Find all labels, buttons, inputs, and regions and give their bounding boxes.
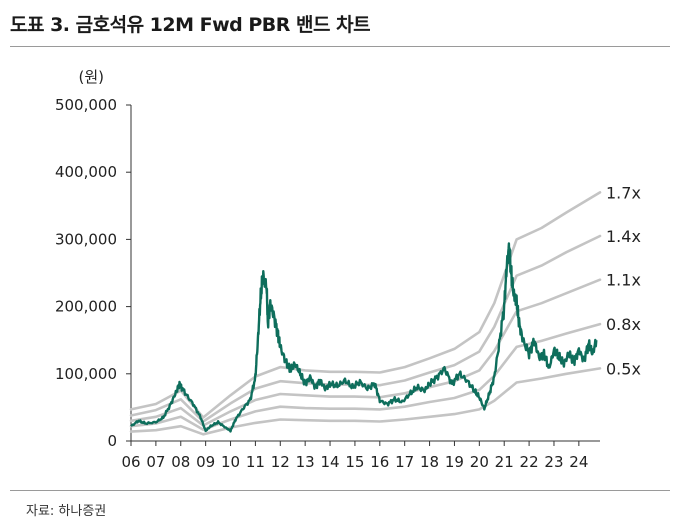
bottom-divider [10, 490, 670, 491]
x-tick-label: 22 [520, 453, 539, 471]
chart-labels: 1.7x 1.4x 1.1x 0.8x 0.5x [606, 183, 641, 378]
y-axis-unit: (원) [78, 68, 104, 86]
pbr-band-chart: 0 100,000 200,000 300,000 400,000 500,000 (원) 0… [55, 68, 641, 471]
band-label: 1.1x [606, 271, 641, 290]
x-tick-label: 12 [271, 453, 290, 471]
x-tick-label: 17 [395, 453, 414, 471]
y-tick-label: 100,000 [55, 365, 117, 383]
top-divider [10, 46, 670, 47]
x-tick-label: 20 [470, 453, 489, 471]
band-label: 1.7x [606, 183, 641, 202]
price-line [130, 242, 598, 433]
band-line-1.4x [129, 234, 602, 423]
x-tick-label: 08 [171, 453, 190, 471]
x-tick-label: 24 [569, 453, 588, 471]
x-tick-label: 15 [345, 453, 364, 471]
chart-axes: 0 100,000 200,000 300,000 400,000 500,000 (원) 0… [55, 68, 600, 471]
y-tick-label: 400,000 [55, 163, 117, 181]
x-tick-label: 21 [495, 453, 514, 471]
y-tick-label: 500,000 [55, 96, 117, 114]
y-tick-label: 0 [107, 432, 117, 450]
band-label: 0.8x [606, 315, 641, 334]
band-line-1.1x [129, 278, 602, 427]
x-tick-label: 06 [121, 453, 140, 471]
x-tick-label: 11 [246, 453, 265, 471]
y-tick-label: 200,000 [55, 298, 117, 316]
x-tick-label: 07 [146, 453, 165, 471]
x-tick-label: 10 [221, 453, 240, 471]
x-tick-label: 09 [196, 453, 215, 471]
x-tick-label: 23 [544, 453, 563, 471]
price-series [130, 242, 598, 433]
x-tick-label: 14 [320, 453, 339, 471]
band-label: 0.5x [606, 359, 641, 378]
band-line-0.5x [129, 367, 602, 436]
x-tick-label: 16 [370, 453, 389, 471]
band-label: 1.4x [606, 227, 641, 246]
source-note: 자료: 하나증권 [26, 504, 107, 519]
pbr-band-lines [129, 191, 602, 436]
band-line-1.7x [129, 191, 602, 419]
chart-title: 도표 3. 금호석유 12M Fwd PBR 밴드 차트 [10, 14, 371, 36]
x-tick-label: 13 [296, 453, 315, 471]
y-tick-label: 300,000 [55, 230, 117, 248]
x-tick-label: 19 [445, 453, 464, 471]
x-tick-label: 18 [420, 453, 439, 471]
